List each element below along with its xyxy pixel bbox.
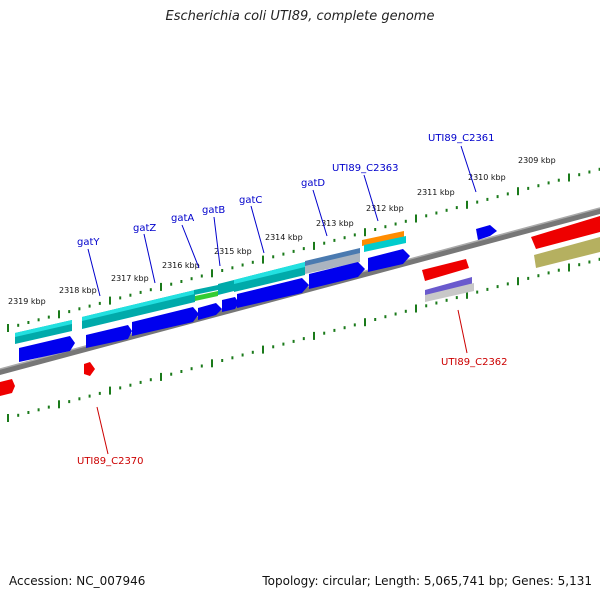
gene-label-gatC: gatC [239, 195, 262, 206]
gene-label-gatY: gatY [77, 237, 100, 248]
topology-summary: Topology: circular; Length: 5,065,741 bp… [262, 574, 592, 588]
gene-label-c2362: UTI89_C2362 [441, 357, 508, 368]
kbp-label: 2317 kbp [111, 274, 149, 283]
kbp-label: 2318 kbp [59, 286, 97, 295]
cds-track [0, 225, 497, 396]
gene-label-c2361: UTI89_C2361 [428, 133, 495, 144]
gene-label-gatD: gatD [301, 178, 325, 189]
gene-label-c2363: UTI89_C2363 [332, 163, 399, 174]
gene-label-gatB: gatB [202, 205, 225, 216]
kbp-label: 2319 kbp [8, 297, 46, 306]
accession-text: Accession: NC_007946 [9, 574, 146, 588]
gene-label-c2370: UTI89_C2370 [77, 456, 144, 467]
kbp-label: 2310 kbp [468, 173, 506, 182]
kbp-label: 2311 kbp [417, 188, 455, 197]
rna-track-upper [15, 216, 600, 344]
map-title: Escherichia coli UTI89, complete genome [165, 9, 435, 24]
kbp-label: 2312 kbp [366, 204, 404, 213]
kbp-label: 2309 kbp [518, 156, 556, 165]
kbp-label: 2316 kbp [162, 261, 200, 270]
gene-label-gatA: gatA [171, 213, 194, 224]
kbp-label: 2314 kbp [265, 233, 303, 242]
kbp-label: 2315 kbp [214, 247, 252, 256]
kbp-label: 2313 kbp [316, 219, 354, 228]
gene-label-gatZ: gatZ [133, 223, 156, 234]
upper-scale-ticks [7, 167, 600, 332]
